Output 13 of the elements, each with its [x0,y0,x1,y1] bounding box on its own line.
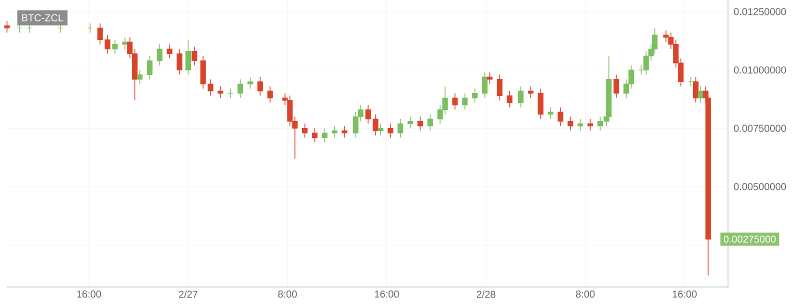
x-tick-label: 8:00 [576,290,595,298]
x-tick-label: 2/28 [476,290,496,298]
y-tick-label: 0.01000000 [734,66,786,74]
y-tick-label: 0.00500000 [734,183,786,190]
y-tick-label: 0.01250000 [734,8,786,16]
x-tick-label: 8:00 [278,290,297,298]
y-tick-label: 0.00750000 [734,124,786,132]
text: BTC-ZCL [22,14,64,22]
x-tick-label: 16:00 [374,290,399,298]
x-tick-label: 16:00 [672,290,697,298]
x-tick-label: 16:00 [77,290,102,298]
x-tick-label: 2/27 [178,290,198,298]
annotation: 0.00275000 [724,236,776,243]
